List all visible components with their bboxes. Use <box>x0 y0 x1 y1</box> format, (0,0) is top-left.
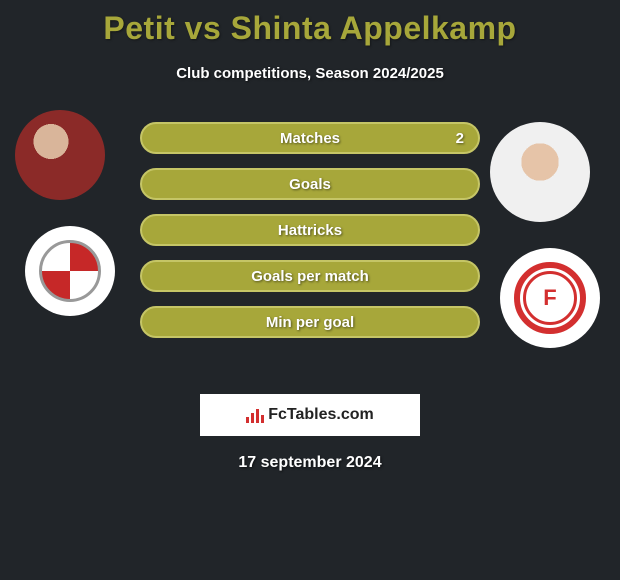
badge-text: FcTables.com <box>268 406 374 424</box>
player-right-avatar <box>490 122 590 222</box>
page-title: Petit vs Shinta Appelkamp <box>0 0 620 47</box>
club-right-logo: F <box>500 248 600 348</box>
chart-icon <box>246 407 264 423</box>
player-left-avatar <box>15 110 105 200</box>
stat-label: Matches <box>280 130 340 147</box>
stat-label: Min per goal <box>266 314 354 331</box>
club-swirl-icon <box>39 240 101 302</box>
stat-bar-goals: Goals <box>140 168 480 200</box>
subtitle: Club competitions, Season 2024/2025 <box>0 65 620 82</box>
stat-label: Goals <box>289 176 331 193</box>
stat-bars: Matches 2 Goals Hattricks Goals per matc… <box>140 122 480 352</box>
club-left-logo <box>25 226 115 316</box>
stats-area: F Matches 2 Goals Hattricks Goals per ma… <box>0 122 620 382</box>
stat-bar-min-per-goal: Min per goal <box>140 306 480 338</box>
stat-bar-matches: Matches 2 <box>140 122 480 154</box>
stat-bar-goals-per-match: Goals per match <box>140 260 480 292</box>
club-f95-icon: F <box>514 262 586 334</box>
date-label: 17 september 2024 <box>0 454 620 472</box>
stat-label: Hattricks <box>278 222 342 239</box>
stat-bar-hattricks: Hattricks <box>140 214 480 246</box>
stat-value-right: 2 <box>456 130 464 147</box>
stat-label: Goals per match <box>251 268 369 285</box>
source-badge: FcTables.com <box>200 394 420 436</box>
